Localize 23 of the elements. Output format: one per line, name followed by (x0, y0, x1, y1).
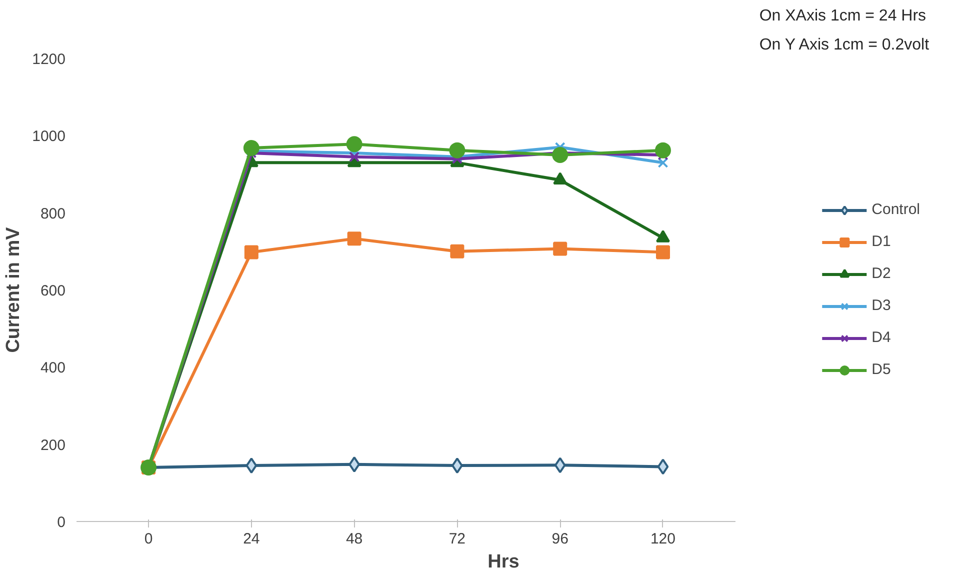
x-axis-title: Hrs (488, 552, 520, 572)
x-tick-label: 24 (243, 530, 260, 548)
x-tick-label: 48 (346, 530, 363, 548)
y-axis-title: Current in mV (3, 226, 24, 353)
x-tick-label: 96 (552, 530, 568, 548)
text: On Y Axis 1cm = 0.2volt (759, 36, 930, 54)
text: On XAxis 1cm = 24 Hrs (759, 8, 926, 24)
y-tick-label: 1200 (32, 51, 66, 68)
y-tick-label: 400 (40, 360, 66, 377)
y-tick-label: 800 (40, 205, 66, 222)
y-tick-label: 200 (40, 436, 66, 454)
x-tick-label: 0 (144, 530, 153, 548)
x-tick-label: 120 (650, 530, 676, 548)
legend-label: D4 (872, 329, 892, 346)
legend-label: Control (872, 201, 920, 218)
legend-label: D5 (872, 361, 892, 378)
y-tick-label: 0 (57, 514, 66, 531)
legend-label: D3 (872, 297, 892, 314)
legend-label: D1 (872, 233, 892, 250)
x-tick-label: 72 (448, 530, 466, 548)
y-tick-label: 1000 (32, 128, 66, 146)
legend-label: D2 (872, 265, 892, 282)
y-tick-label: 600 (40, 282, 66, 300)
